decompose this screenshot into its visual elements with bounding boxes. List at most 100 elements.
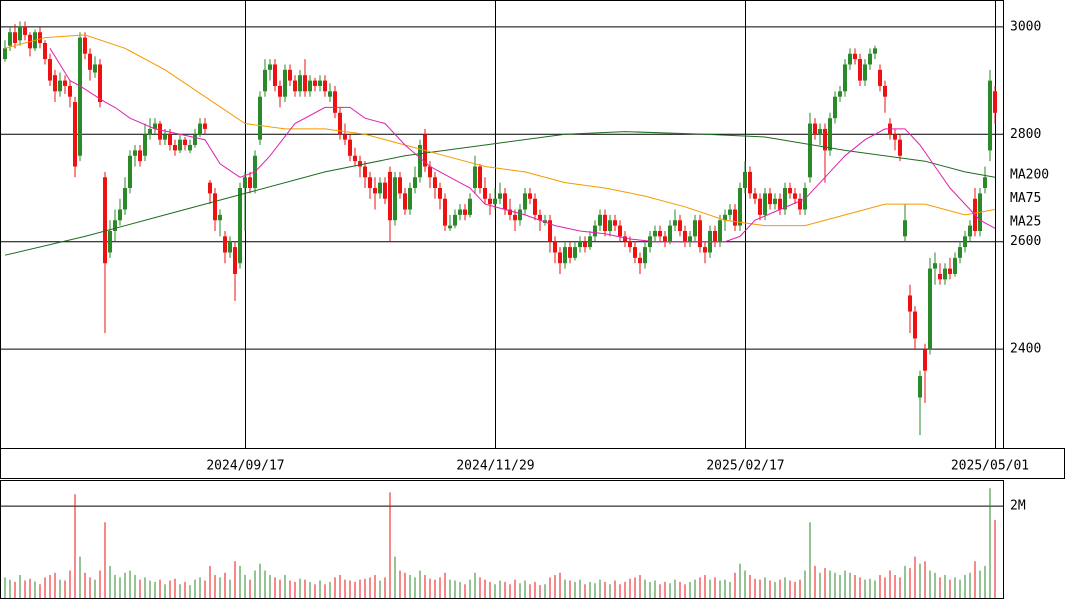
candle-body [353, 155, 357, 162]
candle-body [3, 48, 7, 60]
candle-body [508, 209, 512, 215]
candle-body [813, 123, 817, 135]
candle-body [718, 220, 722, 242]
candle-body [883, 85, 887, 97]
candle-body [408, 188, 412, 210]
candle-body [918, 376, 922, 398]
candle-body [873, 48, 877, 54]
candle-body [68, 85, 72, 97]
candle-body [88, 53, 92, 70]
candle-body [388, 171, 392, 221]
candle-body [788, 188, 792, 194]
candle-body [333, 91, 337, 113]
candle-body [738, 188, 742, 226]
candle-body [878, 69, 882, 86]
candle-body [288, 69, 292, 81]
candle-body [563, 247, 567, 264]
candle-body [368, 177, 372, 189]
candle-body [298, 75, 302, 92]
candle-body [828, 118, 832, 151]
candle-body [223, 236, 227, 253]
candle-body [988, 80, 992, 151]
candle-body [413, 177, 417, 189]
candle-body [848, 53, 852, 65]
candle-body [93, 64, 97, 73]
candle-body [808, 123, 812, 178]
candle-body [373, 188, 377, 194]
candle-body [568, 247, 572, 258]
candle-body [358, 161, 362, 167]
candle-body [303, 75, 307, 92]
candle-body [858, 59, 862, 81]
candle-body [78, 37, 82, 156]
candle-body [293, 80, 297, 92]
date-strip [0, 448, 1065, 479]
price-panel [0, 0, 1004, 449]
candle-body [258, 96, 262, 140]
candle-body [693, 220, 697, 237]
candle-body [523, 193, 527, 210]
candle-body [448, 225, 452, 229]
candle-body [273, 64, 277, 86]
candle-body [668, 225, 672, 242]
candle-body [658, 230, 662, 237]
candle-body [183, 139, 187, 146]
candle-body [53, 75, 57, 92]
candle-body [248, 177, 252, 189]
candle-body [983, 177, 987, 189]
candle-body [228, 241, 232, 253]
candle-body [633, 247, 637, 258]
candle-body [923, 349, 927, 371]
candle-body [908, 295, 912, 312]
candle-body [963, 236, 967, 248]
candle-body [488, 198, 492, 205]
legend-label: MA25 [1010, 215, 1041, 230]
candle-body [98, 64, 102, 103]
candle-body [243, 177, 247, 189]
candle-body [133, 150, 137, 156]
candle-body [348, 139, 352, 156]
candle-body [648, 236, 652, 248]
candle-body [83, 37, 87, 54]
candle-body [608, 220, 612, 231]
candle-body [178, 139, 182, 151]
candle-body [823, 128, 827, 151]
candle-body [453, 214, 457, 226]
x-tick-label: 2025/02/17 [706, 459, 784, 474]
candle-body [713, 230, 717, 242]
candle-body [498, 193, 502, 199]
candle-body [363, 166, 367, 178]
candle-body [818, 128, 822, 135]
candle-body [63, 80, 67, 86]
candle-body [113, 220, 117, 231]
candle-body [8, 32, 12, 46]
candle-body [168, 134, 172, 146]
candle-body [898, 139, 902, 156]
candle-body [623, 236, 627, 242]
candle-body [683, 230, 687, 242]
y-tick-label: 2M [1010, 499, 1026, 514]
candle-body [638, 257, 642, 264]
candle-body [943, 268, 947, 280]
legend-label: MA75 [1010, 191, 1041, 206]
candle-body [398, 177, 402, 194]
candle-body [13, 32, 17, 43]
candle-body [863, 64, 867, 81]
candle-body [533, 198, 537, 215]
candle-body [733, 209, 737, 226]
candle-body [338, 112, 342, 135]
candle-body [108, 230, 112, 253]
candle-body [18, 26, 22, 41]
candle-body [588, 236, 592, 248]
candle-body [938, 273, 942, 280]
candle-body [213, 193, 217, 221]
candle-body [723, 214, 727, 221]
candle-body [323, 80, 327, 92]
candle-body [678, 220, 682, 231]
y-tick-label: 3000 [1010, 19, 1041, 34]
candle-body [528, 193, 532, 199]
volume-panel [0, 480, 1004, 599]
ma-line [4, 131, 996, 256]
candle-body [198, 123, 202, 135]
candle-body [138, 150, 142, 162]
